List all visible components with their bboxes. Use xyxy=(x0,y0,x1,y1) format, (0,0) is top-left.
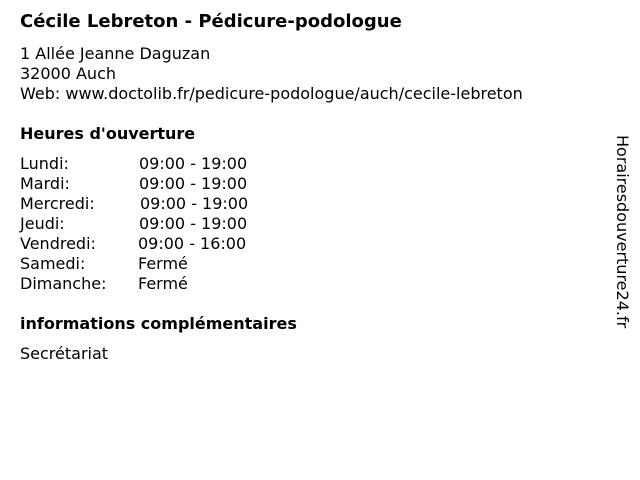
info-text: Secrétariat xyxy=(20,344,109,363)
day-hours: 09:00 - 19:00 xyxy=(139,154,248,173)
info-heading: informations complémentaires xyxy=(20,314,297,333)
day-hours: 09:00 - 19:00 xyxy=(139,174,248,193)
address-street: 1 Allée Jeanne Daguzan xyxy=(20,44,211,63)
page-title: Cécile Lebreton - Pédicure-podologue xyxy=(20,11,402,32)
day-hours: 09:00 - 19:00 xyxy=(139,214,248,233)
website-link[interactable]: Web: www.doctolib.fr/pedicure-podologue/… xyxy=(20,84,523,103)
day-hours: 09:00 - 19:00 xyxy=(140,194,249,213)
day-label: Vendredi: xyxy=(20,234,96,253)
day-label: Samedi: xyxy=(20,254,86,273)
day-hours: Fermé xyxy=(138,254,188,273)
side-watermark: Horairesdouverture24.fr xyxy=(613,135,632,329)
day-label: Mercredi: xyxy=(20,194,95,213)
hours-heading: Heures d'ouverture xyxy=(20,124,196,143)
day-hours: 09:00 - 16:00 xyxy=(138,234,247,253)
day-label: Jeudi: xyxy=(20,214,65,233)
day-hours: Fermé xyxy=(138,274,188,293)
day-label: Lundi: xyxy=(20,154,69,173)
day-label: Dimanche: xyxy=(20,274,107,293)
day-label: Mardi: xyxy=(20,174,70,193)
address-city: 32000 Auch xyxy=(20,64,117,83)
